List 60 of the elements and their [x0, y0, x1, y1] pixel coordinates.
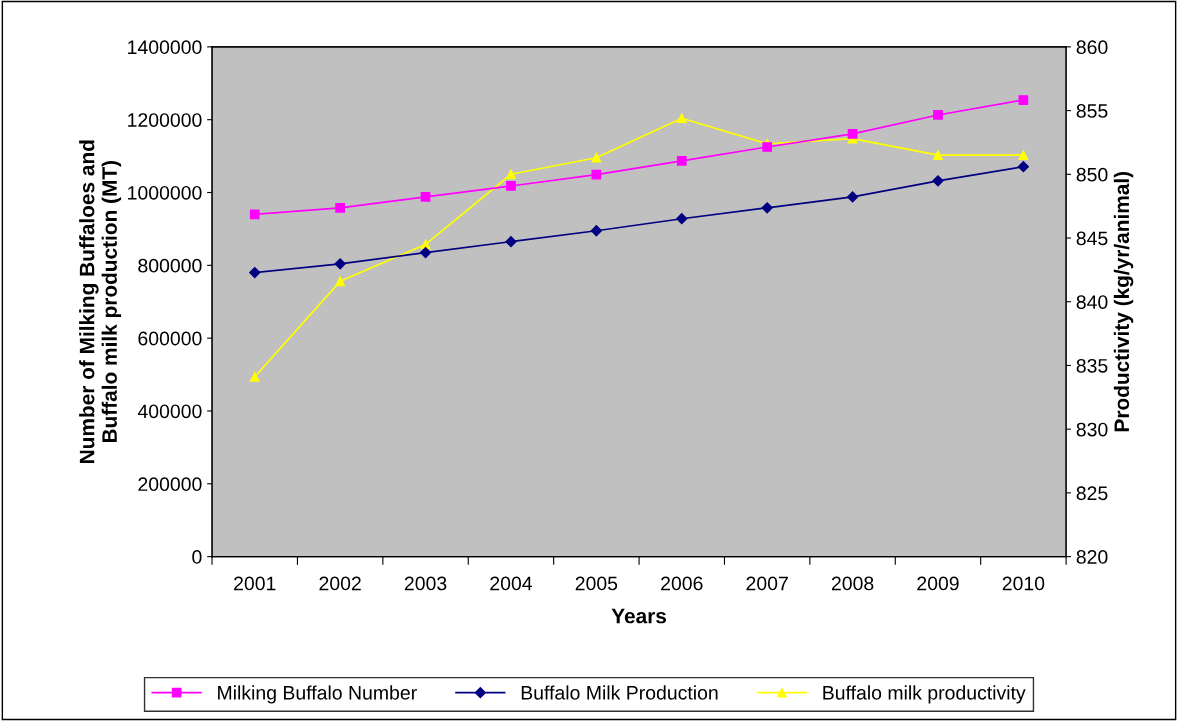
point: [249, 267, 261, 279]
point: [591, 169, 602, 180]
point: [933, 110, 943, 120]
point: [932, 175, 944, 187]
point: [335, 276, 346, 287]
point: [249, 209, 260, 220]
point: [419, 246, 432, 259]
point: [761, 202, 773, 214]
y2-tick-label: 835: [1076, 358, 1108, 373]
point: [505, 236, 517, 248]
point: [249, 372, 260, 382]
x-tick-label: 2008: [831, 576, 874, 591]
x-tick-label: 2001: [234, 576, 276, 591]
point: [933, 150, 943, 161]
x-tick-label: 2003: [404, 576, 447, 591]
y2-tick-label: 855: [1076, 104, 1108, 118]
point: [420, 192, 431, 202]
y2-tick-label: 860: [1076, 40, 1108, 55]
point: [1018, 150, 1029, 161]
y-tick-label: 0: [192, 550, 202, 564]
point: [676, 113, 687, 124]
y-tick-label: 400000: [137, 404, 202, 419]
x-tick-label: 2004: [490, 576, 533, 591]
legend-label: Milking Buffalo Number: [218, 685, 417, 704]
y-tick-label: 1000000: [128, 185, 202, 200]
y2-tick-label: 825: [1076, 486, 1108, 501]
point: [506, 169, 516, 180]
y-tick-label: 600000: [138, 331, 202, 346]
point: [762, 142, 773, 152]
x-tick-label: 2005: [575, 576, 618, 591]
point: [676, 155, 687, 166]
y-axis-title: Number of Milking Buffaloes and Buffalo milk production (MT): [79, 140, 122, 463]
x-axis-title: Years: [611, 608, 667, 624]
legend-label: Buffalo Milk Production: [521, 685, 718, 700]
x-tick-label: 2007: [746, 576, 788, 591]
point: [591, 152, 602, 163]
y-tick-label: 1200000: [128, 113, 202, 127]
y2-tick-label: 850: [1076, 167, 1108, 182]
x-tick-label: 2009: [917, 576, 959, 591]
y2-tick-label: 845: [1076, 231, 1108, 246]
point: [590, 225, 602, 237]
point: [334, 258, 346, 270]
y2-tick-label: 830: [1076, 422, 1108, 437]
point: [335, 202, 346, 213]
point: [847, 129, 858, 139]
point: [1017, 161, 1029, 173]
y2-axis-title: Productivity (kg/yr/animal): [1113, 171, 1134, 432]
point: [1018, 95, 1029, 105]
y2-tick-label: 840: [1076, 295, 1108, 309]
point: [506, 181, 516, 191]
y-tick-label: 1400000: [128, 40, 202, 55]
y-tick-label: 800000: [138, 258, 202, 273]
point: [676, 213, 688, 225]
x-tick-label: 2010: [1002, 576, 1045, 591]
y-tick-label: 200000: [138, 477, 202, 492]
x-tick-label: 2006: [661, 576, 703, 591]
legend-label: Buffalo milk productivity: [823, 685, 1026, 704]
x-tick-label: 2002: [319, 576, 361, 591]
point: [846, 191, 859, 203]
y2-tick-label: 820: [1076, 550, 1108, 564]
